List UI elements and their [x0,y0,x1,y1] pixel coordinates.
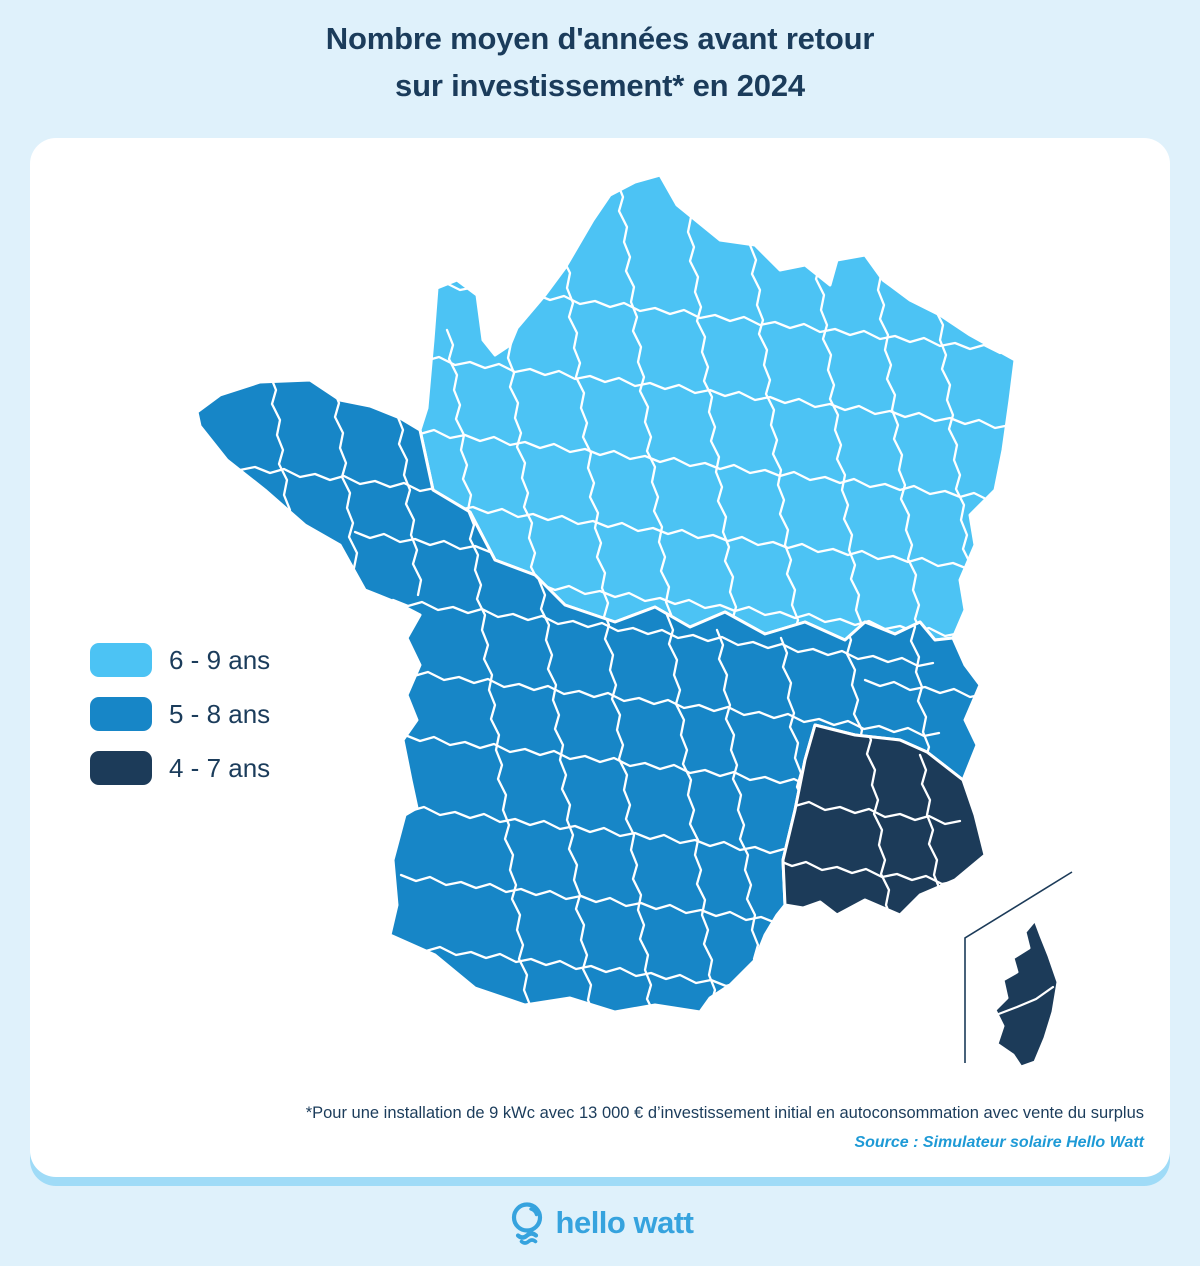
legend-row-5-8: 5 - 8 ans [90,697,270,731]
legend-label-6-9: 6 - 9 ans [169,644,271,675]
legend-swatch-4-7 [90,751,152,785]
corsica-inset-divider-line [964,871,1073,1063]
notes-block: *Pour une installation de 9 kWc avec 13 … [90,1104,1144,1152]
legend-swatch-6-9 [90,643,152,677]
legend-row-6-9: 6 - 9 ans [90,643,270,677]
page-title-line2: sur investissement* en 2024 [395,67,805,103]
source-credit: Source : Simulateur solaire Hello Watt [854,1134,1144,1151]
footer-logo: hello watt [0,1200,1200,1246]
footnote: *Pour une installation de 9 kWc avec 13 … [305,1104,1144,1122]
france-choropleth-map [195,173,1073,1069]
logo-text: hello watt [555,1205,694,1240]
page-title-line1: Nombre moyen d'années avant retour [325,21,875,56]
legend-label-5-8: 5 - 8 ans [169,698,271,729]
legend-row-4-7: 4 - 7 ans [90,751,270,785]
corsica-department-border [994,985,1055,1017]
lightbulb-icon [511,1202,542,1245]
legend: 6 - 9 ans 5 - 8 ans 4 - 7 ans [90,643,270,805]
map-corsica [993,918,1060,1069]
legend-swatch-5-8 [90,697,152,731]
page-title: Nombre moyen d'années avant retour sur i… [0,16,1200,109]
legend-label-4-7: 4 - 7 ans [169,752,271,783]
map-card: 6 - 9 ans 5 - 8 ans 4 - 7 ans *Pour une … [30,138,1170,1177]
